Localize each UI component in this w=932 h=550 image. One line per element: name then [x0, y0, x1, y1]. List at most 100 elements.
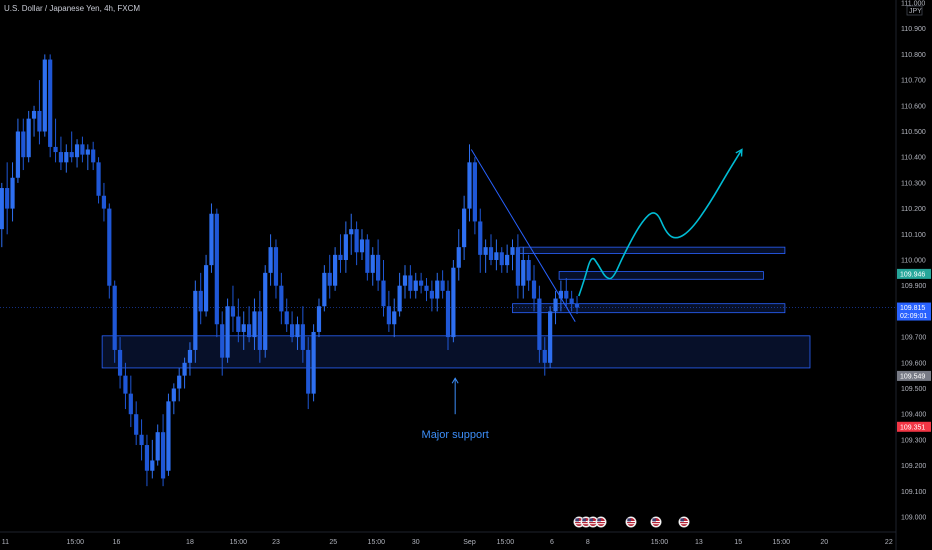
candle[interactable] — [483, 239, 488, 273]
candle[interactable] — [435, 272, 440, 312]
candle[interactable] — [209, 203, 214, 273]
candle[interactable] — [187, 342, 193, 376]
candle[interactable] — [203, 254, 209, 317]
us-flag[interactable] — [650, 516, 662, 528]
candle[interactable] — [359, 229, 365, 260]
candle[interactable] — [69, 131, 74, 163]
candle[interactable] — [488, 234, 494, 266]
candle[interactable] — [478, 208, 483, 273]
candle[interactable] — [499, 247, 504, 273]
candle[interactable] — [246, 306, 252, 343]
candle[interactable] — [424, 277, 429, 302]
candle[interactable] — [144, 434, 150, 487]
candle[interactable] — [198, 272, 203, 325]
candle[interactable] — [333, 247, 338, 291]
candle[interactable] — [564, 277, 569, 307]
candle[interactable] — [300, 306, 305, 363]
candle[interactable] — [386, 290, 391, 332]
candle[interactable] — [440, 270, 445, 299]
candle[interactable] — [48, 54, 53, 158]
candle[interactable] — [397, 272, 402, 317]
candle[interactable] — [505, 244, 510, 273]
us-flag[interactable] — [625, 516, 637, 528]
candle[interactable] — [182, 357, 187, 389]
candle[interactable] — [64, 144, 69, 173]
candle[interactable] — [128, 375, 133, 428]
candle[interactable] — [376, 239, 381, 291]
projection-path[interactable] — [578, 149, 743, 297]
candle[interactable] — [26, 110, 31, 163]
candle[interactable] — [42, 54, 47, 137]
zone-109-94[interactable] — [558, 271, 764, 280]
candle[interactable] — [338, 234, 343, 273]
candle[interactable] — [155, 424, 160, 466]
zone-109-81[interactable] — [512, 303, 786, 314]
candle[interactable] — [327, 254, 332, 299]
candle[interactable] — [289, 311, 295, 343]
candle[interactable] — [101, 182, 107, 222]
candle[interactable] — [365, 234, 370, 281]
major-support-zone[interactable] — [101, 335, 811, 369]
candle[interactable] — [542, 337, 547, 376]
candle[interactable] — [558, 280, 563, 312]
candle[interactable] — [429, 280, 434, 312]
candle[interactable] — [214, 208, 219, 338]
candle[interactable] — [171, 383, 176, 415]
candle[interactable] — [225, 298, 230, 363]
candle[interactable] — [53, 118, 58, 163]
candle[interactable] — [322, 265, 327, 312]
candle[interactable] — [5, 162, 10, 235]
candle[interactable] — [392, 298, 397, 338]
zone-110-04[interactable] — [519, 246, 786, 254]
candle[interactable] — [531, 265, 537, 312]
candle[interactable] — [284, 298, 289, 332]
candle[interactable] — [263, 265, 268, 358]
candle[interactable] — [252, 298, 257, 350]
candle[interactable] — [37, 80, 42, 145]
candle[interactable] — [177, 367, 182, 402]
candle[interactable] — [230, 285, 236, 332]
candle[interactable] — [408, 265, 413, 299]
candle[interactable] — [31, 105, 37, 137]
candle[interactable] — [462, 195, 467, 260]
candle[interactable] — [467, 144, 472, 222]
candle[interactable] — [316, 298, 322, 338]
candle[interactable] — [150, 439, 155, 479]
candle[interactable] — [268, 234, 273, 286]
candle[interactable] — [0, 182, 4, 248]
candle[interactable] — [96, 157, 101, 204]
candle[interactable] — [10, 162, 15, 222]
candle[interactable] — [257, 290, 262, 363]
candle[interactable] — [166, 393, 171, 476]
candle[interactable] — [569, 290, 574, 312]
candle[interactable] — [537, 285, 542, 363]
candle[interactable] — [343, 221, 348, 273]
candle[interactable] — [381, 260, 386, 317]
candle[interactable] — [354, 221, 359, 266]
candle[interactable] — [456, 229, 461, 281]
candle[interactable] — [451, 260, 456, 343]
candle[interactable] — [134, 401, 139, 446]
candle[interactable] — [123, 362, 128, 410]
candle[interactable] — [445, 280, 451, 350]
candle[interactable] — [402, 265, 408, 299]
candle[interactable] — [139, 419, 144, 461]
us-flag[interactable] — [595, 516, 607, 528]
candle[interactable] — [553, 290, 558, 325]
candle[interactable] — [15, 118, 21, 183]
candle[interactable] — [515, 234, 520, 299]
candle[interactable] — [574, 295, 580, 314]
candle[interactable] — [91, 141, 96, 171]
candle[interactable] — [117, 337, 123, 389]
candle[interactable] — [74, 139, 80, 168]
candle[interactable] — [273, 239, 279, 299]
candle[interactable] — [494, 239, 499, 271]
candle[interactable] — [349, 213, 354, 255]
candle[interactable] — [80, 136, 85, 163]
trendline[interactable] — [470, 149, 576, 322]
candle[interactable] — [419, 272, 424, 294]
candle[interactable] — [21, 118, 26, 171]
candle[interactable] — [160, 414, 166, 487]
candle[interactable] — [107, 203, 112, 299]
